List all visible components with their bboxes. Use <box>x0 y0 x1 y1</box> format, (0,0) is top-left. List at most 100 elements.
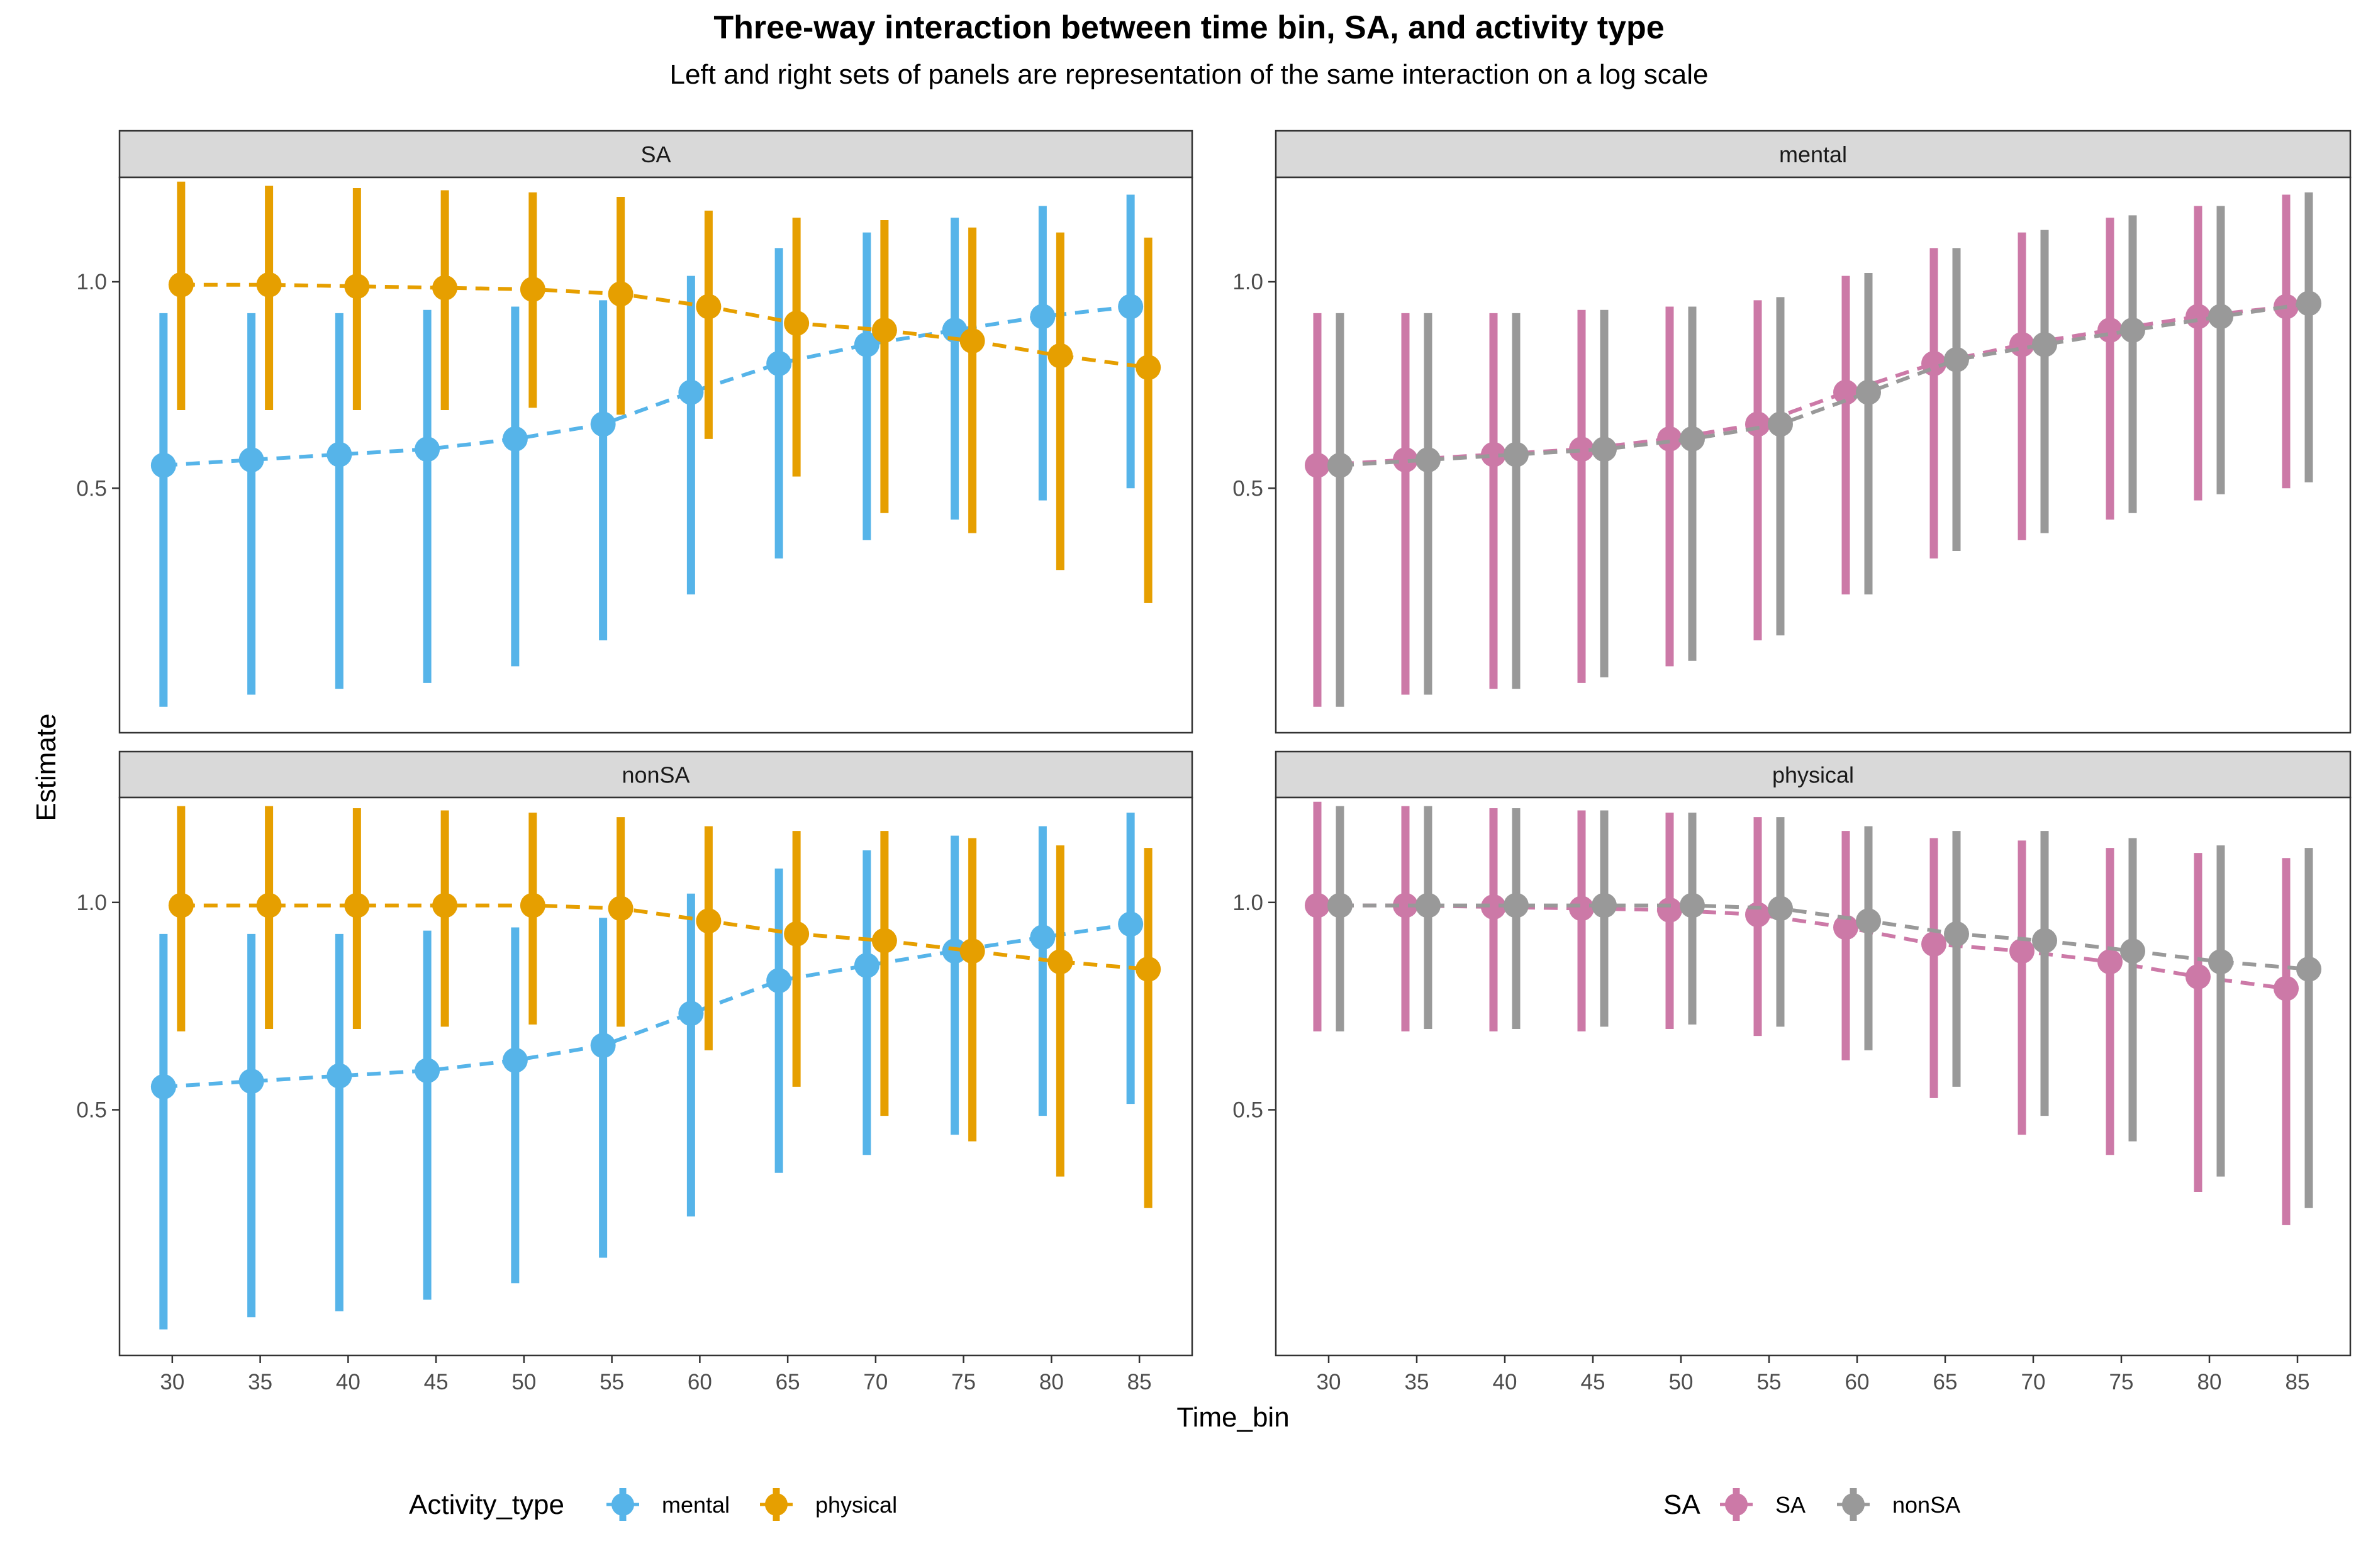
data-point <box>1136 956 1161 982</box>
facet-strip <box>118 750 1193 799</box>
trend-line <box>1340 903 2309 971</box>
facet-panel-nonSA: nonSA 0.5 1.0 30 35 40 45 50 55 60 65 70 75 80 85 <box>76 750 1193 1394</box>
data-point <box>327 442 352 467</box>
panel-frame <box>118 796 1193 1357</box>
data-point <box>1481 442 1506 467</box>
x-tick-label: 80 <box>1039 1370 1064 1394</box>
data-point <box>1305 892 1330 918</box>
facet-strip-label: mental <box>1779 142 1847 167</box>
data-point <box>1327 892 1353 918</box>
data-point <box>590 1033 616 1059</box>
y-tick-label: 1.0 <box>1232 891 1263 915</box>
data-point <box>1030 304 1056 330</box>
data-point <box>168 272 194 297</box>
data-point <box>415 436 440 462</box>
data-point <box>238 447 264 473</box>
data-point <box>959 328 985 354</box>
panel-frame <box>1275 796 2352 1357</box>
x-axis-title: Time_bin <box>1176 1402 1289 1433</box>
data-point <box>344 274 370 299</box>
legend-key-point <box>611 1493 634 1516</box>
y-tick-label: 0.5 <box>1232 1098 1263 1122</box>
data-point <box>432 275 458 301</box>
data-point <box>1833 379 1858 405</box>
data-point <box>1047 343 1073 369</box>
data-point <box>678 1001 704 1026</box>
data-point <box>784 921 810 947</box>
data-point <box>1136 355 1161 381</box>
data-point <box>1944 347 1969 372</box>
data-point <box>942 938 968 964</box>
data-point <box>696 908 722 934</box>
legend-layer: Activity_type mental physical SA SA nonSA <box>409 1488 1960 1521</box>
data-point <box>2296 291 2321 316</box>
data-point <box>2185 964 2211 989</box>
data-point <box>1657 897 1682 923</box>
data-point <box>150 452 176 478</box>
legend-Activity_type: Activity_type mental physical <box>409 1488 897 1521</box>
y-tick-label: 1.0 <box>76 891 107 915</box>
x-tick-label: 30 <box>1317 1370 1341 1394</box>
x-tick-label: 75 <box>951 1370 976 1394</box>
data-point <box>766 350 792 376</box>
data-point <box>608 896 634 921</box>
y-tick-label: 0.5 <box>76 476 107 501</box>
series-nonSA <box>1327 806 2321 1208</box>
legend-label-SA: SA <box>1775 1492 1806 1518</box>
data-point <box>1680 426 1705 452</box>
data-point <box>2009 331 2035 357</box>
x-tick-label: 80 <box>2197 1370 2222 1394</box>
data-point <box>1481 894 1506 920</box>
data-point <box>1569 896 1594 921</box>
series-SA <box>1305 801 2299 1225</box>
data-point <box>678 379 704 405</box>
y-tick-label: 1.0 <box>1232 270 1263 294</box>
data-point <box>2120 317 2145 343</box>
data-point <box>2208 949 2233 975</box>
data-point <box>1118 294 1144 320</box>
data-point <box>871 928 897 954</box>
data-point <box>1327 452 1353 478</box>
data-point <box>2120 938 2145 964</box>
x-tick-label: 60 <box>688 1370 712 1394</box>
data-point <box>2208 304 2233 330</box>
data-point <box>1030 925 1056 950</box>
data-point <box>1856 908 1881 934</box>
x-tick-label: 40 <box>1493 1370 1517 1394</box>
series-mental <box>150 194 1144 707</box>
series-physical <box>168 806 1161 1208</box>
trend-line <box>181 903 1149 971</box>
legend-key-point <box>1725 1493 1748 1516</box>
x-tick-label: 70 <box>863 1370 888 1394</box>
data-point <box>1944 921 1969 947</box>
data-point <box>150 1074 176 1099</box>
chart-title: Three-way interaction between time bin, … <box>713 9 1665 46</box>
legend-key-point <box>1842 1493 1865 1516</box>
x-tick-label: 65 <box>776 1370 800 1394</box>
data-point <box>1504 892 1529 918</box>
chart-subtitle: Left and right sets of panels are repres… <box>669 59 1709 90</box>
x-tick-label: 60 <box>1845 1370 1870 1394</box>
data-point <box>1592 436 1617 462</box>
data-point <box>2032 928 2057 954</box>
x-tick-label: 85 <box>1127 1370 1152 1394</box>
x-tick-label: 40 <box>336 1370 360 1394</box>
data-point <box>1657 426 1682 452</box>
data-point <box>520 277 545 303</box>
data-point <box>415 1058 440 1084</box>
panel-frame <box>118 176 1193 734</box>
facet-panel-mental: mental 0.5 1.0 <box>1232 130 2352 734</box>
data-point <box>608 281 634 307</box>
x-tick-label: 75 <box>2109 1370 2134 1394</box>
data-point <box>2097 949 2123 975</box>
data-point <box>256 892 282 918</box>
data-point <box>2032 331 2057 357</box>
facet-strip <box>1275 130 2352 179</box>
data-point <box>1921 931 1946 957</box>
series-physical <box>168 181 1161 603</box>
data-point <box>520 892 545 918</box>
facet-strip-label: nonSA <box>622 762 689 788</box>
legend-key-physical <box>760 1488 793 1521</box>
legend-key-SA <box>1720 1488 1753 1521</box>
